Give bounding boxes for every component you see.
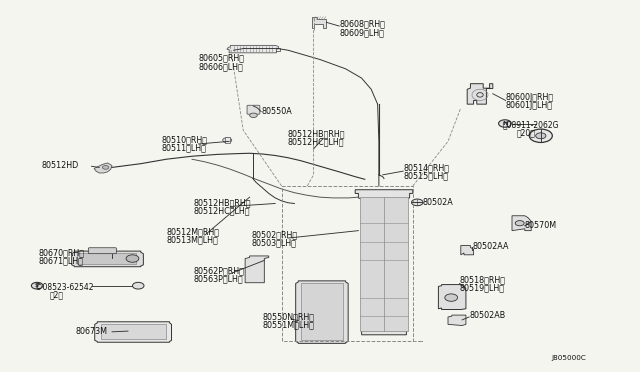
Text: J805000C: J805000C — [552, 355, 586, 361]
Text: 80512HB〈RH〉: 80512HB〈RH〉 — [288, 129, 346, 138]
Polygon shape — [512, 216, 531, 231]
Circle shape — [223, 138, 232, 143]
Polygon shape — [72, 251, 143, 267]
Circle shape — [412, 199, 423, 206]
FancyBboxPatch shape — [88, 248, 116, 254]
FancyBboxPatch shape — [247, 105, 260, 114]
Text: 80551M〈LH〉: 80551M〈LH〉 — [262, 321, 314, 330]
Bar — [101, 324, 166, 339]
Polygon shape — [448, 315, 466, 326]
Text: 80600J〈RH〉: 80600J〈RH〉 — [506, 93, 554, 102]
Text: 80514〈RH〉: 80514〈RH〉 — [403, 163, 449, 172]
Circle shape — [536, 133, 546, 139]
Text: 80511〈LH〉: 80511〈LH〉 — [162, 143, 207, 152]
Text: 〈20〉: 〈20〉 — [517, 128, 536, 137]
Polygon shape — [296, 281, 348, 343]
Text: 80510〈RH〉: 80510〈RH〉 — [162, 135, 208, 144]
Text: 80671〈LH〉: 80671〈LH〉 — [38, 257, 83, 266]
Text: 80512HC〈LH〉: 80512HC〈LH〉 — [194, 206, 250, 215]
Text: 80512HB〈RH〉: 80512HB〈RH〉 — [194, 198, 252, 207]
Text: 80519〈LH〉: 80519〈LH〉 — [460, 284, 504, 293]
Text: 80518〈RH〉: 80518〈RH〉 — [460, 276, 506, 285]
Text: 80502〈RH〉: 80502〈RH〉 — [252, 230, 298, 239]
Circle shape — [499, 120, 511, 127]
Text: 80608〈RH〉: 80608〈RH〉 — [339, 20, 385, 29]
Polygon shape — [94, 163, 112, 173]
Circle shape — [126, 255, 139, 262]
Text: 80512HC〈LH〉: 80512HC〈LH〉 — [288, 138, 344, 147]
Text: 80512M〈RH〉: 80512M〈RH〉 — [166, 227, 220, 236]
Circle shape — [31, 282, 43, 289]
Circle shape — [529, 129, 552, 142]
Text: 80550N〈RH〉: 80550N〈RH〉 — [262, 312, 314, 321]
Text: 80562P〈RH〉: 80562P〈RH〉 — [193, 266, 244, 275]
Circle shape — [250, 113, 257, 118]
Bar — [301, 283, 343, 340]
Polygon shape — [312, 17, 326, 28]
Text: 80563P〈LH〉: 80563P〈LH〉 — [193, 275, 243, 283]
Polygon shape — [355, 190, 413, 335]
Text: 80605〈RH〉: 80605〈RH〉 — [198, 53, 244, 62]
Bar — [360, 197, 408, 331]
Text: 80503〈LH〉: 80503〈LH〉 — [252, 238, 296, 247]
Polygon shape — [245, 256, 269, 283]
Circle shape — [515, 221, 524, 226]
Text: N: N — [502, 121, 508, 126]
Text: 80601J〈LH〉: 80601J〈LH〉 — [506, 101, 552, 110]
Bar — [77, 253, 136, 264]
Circle shape — [132, 282, 144, 289]
Text: 80570M: 80570M — [525, 221, 557, 230]
Polygon shape — [438, 285, 466, 310]
Text: 80513M〈LH〉: 80513M〈LH〉 — [166, 235, 218, 244]
Circle shape — [445, 294, 458, 301]
Text: ©08523-62542: ©08523-62542 — [35, 283, 93, 292]
Polygon shape — [461, 246, 474, 255]
Text: 80502A: 80502A — [422, 198, 453, 207]
Text: 80502AB: 80502AB — [469, 311, 506, 320]
Text: 80502AA: 80502AA — [472, 242, 509, 251]
Bar — [225, 137, 230, 143]
Text: 〈2〉: 〈2〉 — [50, 291, 64, 299]
Text: 80515〈LH〉: 80515〈LH〉 — [403, 171, 448, 180]
Text: 80512HD: 80512HD — [42, 161, 79, 170]
Polygon shape — [227, 45, 278, 53]
Text: 80550A: 80550A — [261, 107, 292, 116]
Text: 80673M: 80673M — [76, 327, 108, 336]
Polygon shape — [467, 84, 493, 104]
Text: 80609〈LH〉: 80609〈LH〉 — [339, 28, 384, 37]
Circle shape — [102, 166, 109, 169]
Text: ⓝ08911-2062G: ⓝ08911-2062G — [502, 120, 559, 129]
Polygon shape — [95, 322, 172, 342]
Text: 80606〈LH〉: 80606〈LH〉 — [198, 62, 243, 71]
Text: 80670〈RH〉: 80670〈RH〉 — [38, 248, 84, 257]
Text: S: S — [35, 283, 39, 288]
